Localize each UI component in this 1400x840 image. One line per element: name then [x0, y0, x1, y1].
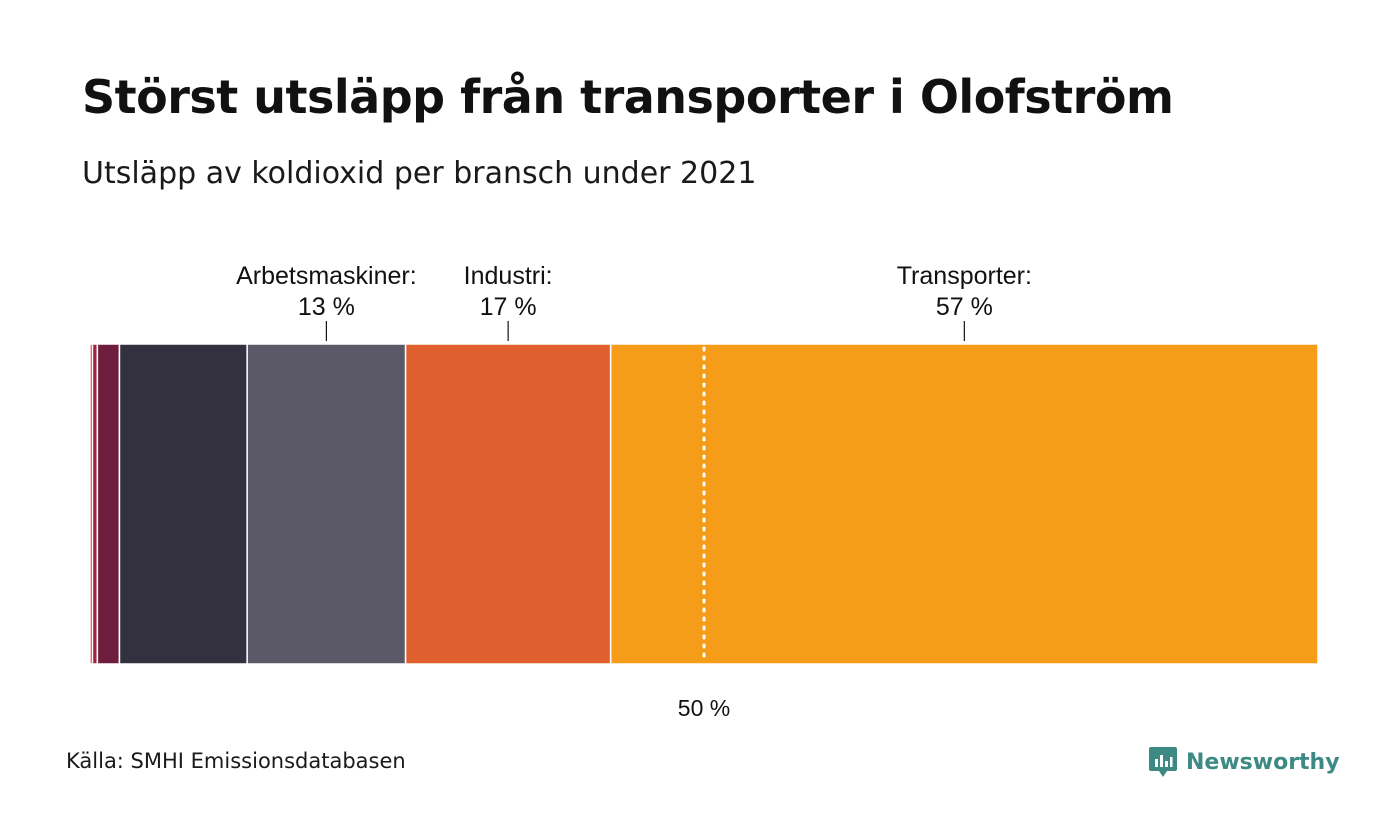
chart-title: Störst utsläpp från transporter i Olofst…	[82, 70, 1174, 124]
brand-logo: Newsworthy	[1148, 744, 1340, 780]
bar-segment	[118, 343, 248, 665]
reference-line-label: 50 %	[678, 695, 730, 721]
segment-annotations: Arbetsmaskiner: 13 % Industri: 17 % Transpor…	[236, 262, 1032, 341]
bar-segment	[96, 343, 121, 665]
brand-name: Newsworthy	[1186, 749, 1340, 775]
chart-subtitle: Utsläpp av koldioxid per bransch under 2…	[82, 156, 757, 191]
segment-label: Transporter:	[897, 262, 1032, 290]
source-note: Källa: SMHI Emissionsdatabasen	[66, 749, 406, 773]
bar-segment	[404, 343, 612, 665]
segment-label: Industri:	[464, 262, 553, 290]
bar-segment	[246, 343, 407, 665]
newsworthy-logo-icon	[1149, 747, 1177, 777]
segment-value-label: 13 %	[298, 293, 355, 321]
bar-segments	[89, 343, 1319, 665]
bar-segment	[609, 343, 1319, 665]
reference-line-group: 50 %	[678, 346, 730, 721]
stacked-bar-chart: Arbetsmaskiner: 13 % Industri: 17 % Transpor…	[89, 262, 1319, 721]
segment-value-label: 17 %	[480, 293, 537, 321]
segment-label: Arbetsmaskiner:	[236, 262, 417, 290]
segment-value-label: 57 %	[936, 293, 993, 321]
